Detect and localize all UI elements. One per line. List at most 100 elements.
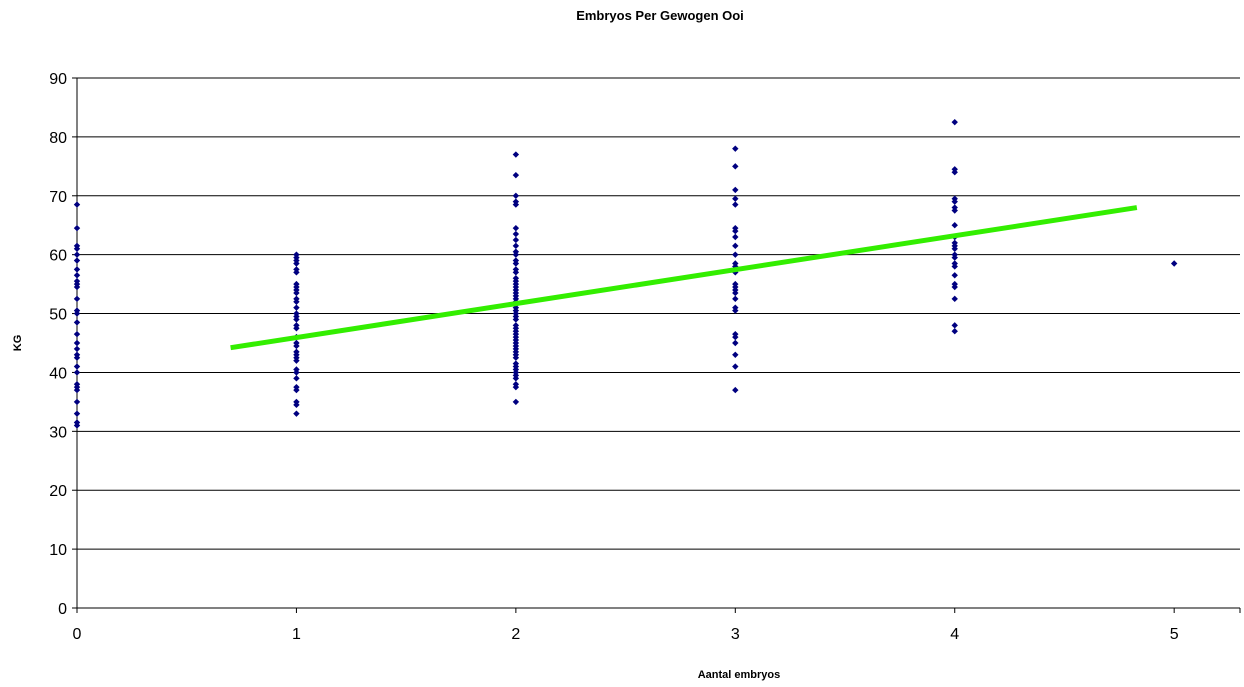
trendline-group	[230, 205, 1138, 351]
data-point	[512, 224, 520, 232]
data-point	[73, 272, 81, 279]
data-point	[73, 339, 81, 347]
data-points	[73, 118, 1178, 429]
data-point	[293, 386, 300, 394]
data-point	[73, 410, 81, 417]
trendline	[230, 205, 1138, 351]
data-point	[951, 263, 958, 270]
y-tick-label-30: 30	[49, 424, 67, 441]
data-point	[73, 330, 81, 338]
y-tick-label-60: 60	[49, 248, 67, 265]
y-tick-label-10: 10	[49, 542, 67, 559]
data-point	[951, 328, 958, 335]
y-tick-label-70: 70	[49, 189, 67, 206]
x-tick-label-2: 2	[511, 626, 520, 643]
data-point	[293, 375, 300, 382]
data-point	[73, 310, 81, 317]
data-point	[951, 222, 958, 229]
y-tick-label-40: 40	[49, 365, 67, 382]
y-axis-title: KG	[12, 335, 24, 352]
y-tick-label-20: 20	[49, 483, 67, 500]
y-tick-label-50: 50	[49, 307, 67, 324]
x-axis-title: Aantal embryos	[698, 669, 781, 681]
data-point	[73, 345, 81, 353]
x-tick-label-4: 4	[950, 626, 959, 643]
x-tick-label-5: 5	[1170, 626, 1179, 643]
data-point	[732, 201, 739, 208]
data-point	[732, 386, 739, 394]
data-point	[951, 295, 958, 303]
data-point	[732, 363, 739, 370]
data-point	[951, 207, 958, 214]
data-point	[73, 319, 81, 326]
data-point	[73, 245, 81, 252]
grid-lines	[77, 77, 1240, 550]
data-point	[293, 342, 300, 350]
data-point	[512, 375, 520, 382]
data-point	[73, 386, 81, 394]
data-point	[951, 118, 958, 126]
data-point	[732, 163, 739, 170]
data-point	[732, 339, 739, 347]
data-point	[73, 266, 81, 273]
data-point	[732, 351, 739, 358]
data-point	[951, 272, 958, 279]
data-point	[73, 257, 81, 264]
data-point	[732, 295, 739, 303]
chart-title: Embryos Per Gewogen Ooi	[576, 8, 744, 23]
data-point	[732, 145, 739, 152]
y-tick-labels: 0 10 20 30 40 50 60 70 80 90	[49, 71, 67, 618]
data-point	[512, 201, 520, 208]
data-point	[293, 369, 300, 376]
data-point	[512, 260, 520, 267]
data-point	[512, 171, 520, 179]
data-point	[293, 357, 300, 364]
data-point	[512, 383, 520, 391]
x-tick-labels: 0 1 2 3 4 5	[73, 626, 1179, 643]
y-tick-label-90: 90	[49, 71, 67, 88]
data-point	[512, 192, 520, 199]
data-point	[512, 242, 520, 250]
data-point	[293, 304, 300, 311]
data-point	[293, 289, 300, 297]
data-point	[512, 354, 520, 361]
data-point	[512, 269, 520, 276]
data-point	[293, 298, 300, 305]
data-point	[293, 260, 300, 267]
data-point	[73, 422, 81, 429]
data-point	[512, 251, 520, 258]
data-point	[293, 325, 300, 332]
data-point	[732, 233, 739, 241]
data-point	[293, 401, 300, 409]
data-point	[512, 398, 520, 406]
data-point	[73, 251, 81, 258]
data-point	[732, 307, 739, 314]
data-point	[732, 333, 739, 341]
data-point	[951, 283, 958, 291]
data-point	[951, 245, 958, 252]
x-tick-label-3: 3	[731, 626, 740, 643]
data-point	[1170, 260, 1178, 267]
data-point	[293, 316, 300, 323]
y-tick-label-0: 0	[58, 601, 67, 618]
data-point	[73, 363, 81, 370]
data-point	[73, 201, 81, 208]
data-point	[732, 242, 739, 250]
data-point	[951, 254, 958, 261]
data-point	[73, 354, 81, 361]
data-point	[951, 322, 958, 329]
data-point	[73, 398, 81, 406]
data-point	[732, 227, 739, 235]
data-point	[512, 316, 520, 323]
y-tick-label-80: 80	[49, 130, 67, 147]
data-point	[732, 251, 739, 258]
data-point	[732, 289, 739, 297]
data-point	[73, 295, 81, 303]
data-point	[73, 283, 81, 291]
data-point	[512, 230, 520, 238]
data-point	[951, 169, 958, 176]
data-point	[73, 224, 81, 232]
data-point	[732, 186, 739, 194]
data-point	[512, 151, 520, 158]
